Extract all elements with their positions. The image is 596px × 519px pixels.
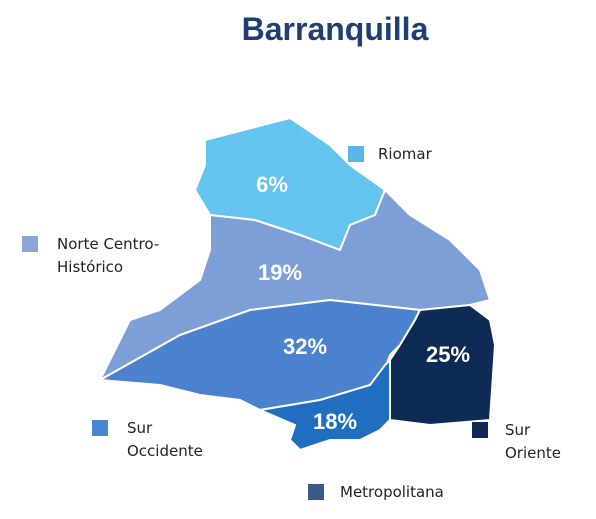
- legend-label: Metropolitana: [340, 483, 444, 501]
- legend-label: Sur: [127, 419, 153, 437]
- region-label: 32%: [283, 334, 327, 359]
- legend-swatch: [308, 484, 324, 500]
- region-label: 19%: [258, 260, 302, 285]
- legend-swatch: [348, 146, 364, 162]
- legend-label: Oriente: [505, 444, 561, 462]
- legend-label: Occidente: [127, 442, 203, 460]
- legend-label: Riomar: [378, 145, 433, 163]
- legend-label: Histórico: [57, 258, 123, 276]
- region-label: 25%: [426, 342, 470, 367]
- legend-swatch: [472, 422, 488, 438]
- region: [256, 357, 391, 452]
- legend-swatch: [22, 236, 38, 252]
- legend-label: Norte Centro-: [57, 235, 159, 253]
- region-label: 6%: [256, 172, 288, 197]
- region: [389, 303, 497, 427]
- legend-swatch: [92, 420, 108, 436]
- legend-label: Sur: [505, 421, 531, 439]
- region-label: 18%: [313, 409, 357, 434]
- title: Barranquilla: [242, 11, 429, 47]
